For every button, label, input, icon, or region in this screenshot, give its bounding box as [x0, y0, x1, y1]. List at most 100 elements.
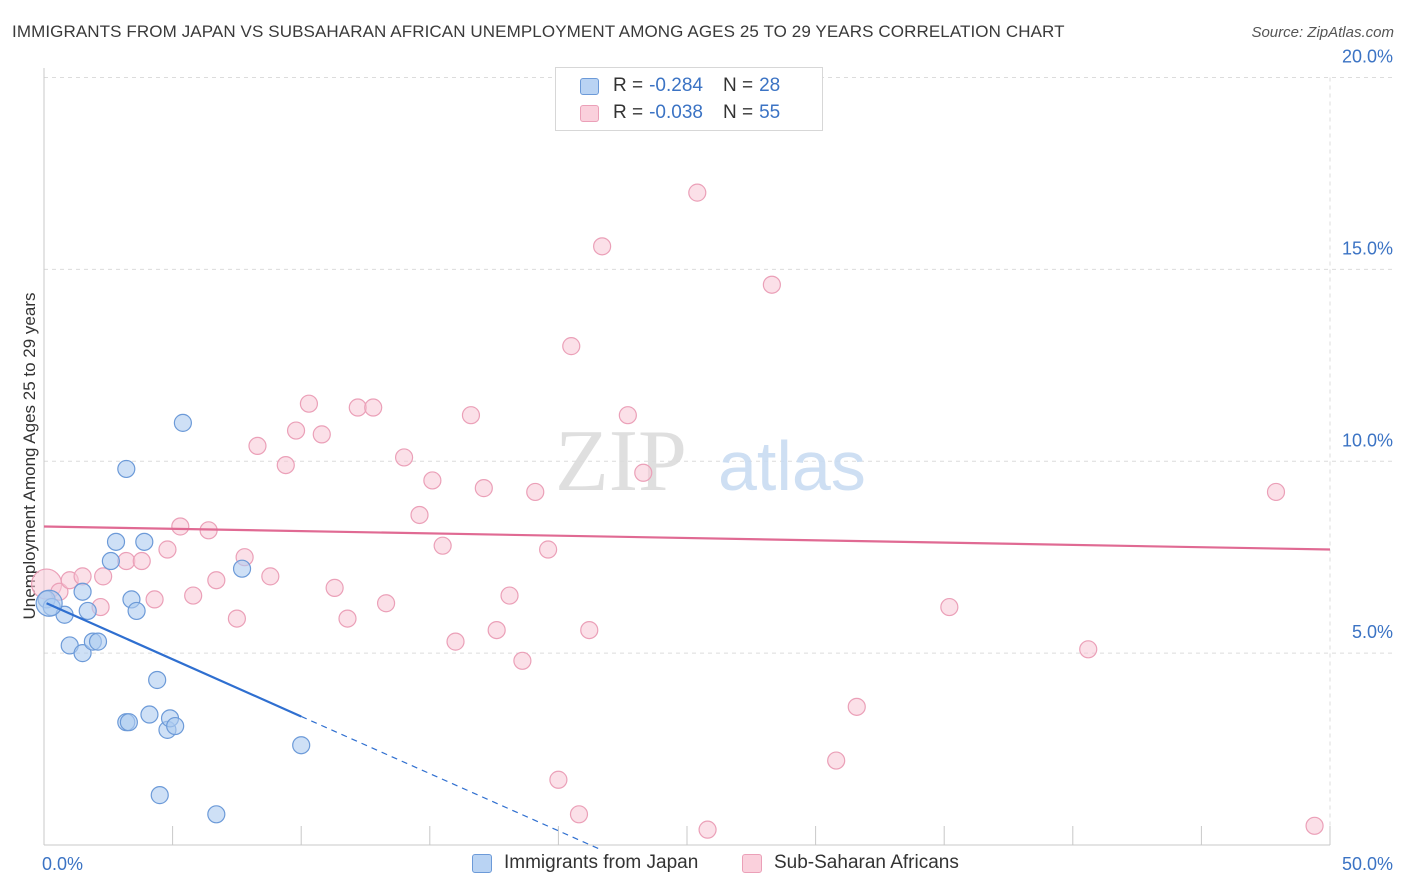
ssa-point — [325, 578, 344, 597]
legend-r-value: -0.284 — [649, 75, 703, 96]
legend-row-ssa: R = -0.038 N = 55 — [580, 101, 780, 125]
ssa-point — [500, 586, 519, 605]
ssa-point — [474, 479, 493, 498]
ssa-point — [461, 406, 481, 425]
legend-n-label: N = — [722, 102, 754, 123]
ssa-point — [539, 540, 558, 559]
ssa-point — [312, 425, 331, 444]
ssa-point — [513, 651, 532, 670]
ssa-point — [338, 609, 357, 628]
ssa-point — [207, 571, 226, 590]
y-tick-labels: 5.0% 10.0% 15.0% 20.0% — [1342, 47, 1393, 643]
ssa-point — [184, 586, 203, 605]
ssa-point — [171, 517, 190, 536]
ssa-point — [593, 237, 612, 256]
ssa-swatch — [580, 104, 599, 122]
legend-item-ssa: Sub-Saharan Africans — [742, 852, 959, 874]
ssa-point — [618, 406, 637, 425]
ssa-point — [688, 183, 707, 202]
ssa-trend-line — [43, 525, 1331, 551]
ssa-point — [158, 540, 177, 559]
y-tick-label: 20.0% — [1342, 47, 1393, 67]
japan-point — [292, 736, 311, 755]
legend-item-japan: Immigrants from Japan — [472, 852, 698, 874]
japan-swatch — [580, 77, 599, 95]
ssa-point — [1305, 816, 1324, 835]
japan-point — [73, 644, 92, 663]
legend-r-label: R = — [613, 75, 644, 96]
ssa-point — [634, 463, 653, 482]
trend-lines — [43, 525, 1331, 851]
x-tick-label: 50.0% — [1342, 854, 1393, 874]
ssa-legend-swatch — [742, 853, 762, 873]
ssa-point — [261, 567, 280, 586]
y-tick-label: 5.0% — [1352, 622, 1393, 642]
japan-legend-swatch — [472, 853, 492, 873]
ssa-point — [117, 551, 136, 571]
y-tick-label: 10.0% — [1342, 430, 1393, 450]
ssa-point — [446, 632, 465, 651]
ssa-point — [145, 590, 164, 609]
watermark-atlas: atlas — [718, 427, 866, 505]
ssa-point — [698, 820, 717, 839]
y-tick-label: 15.0% — [1342, 238, 1393, 258]
ssa-point — [940, 597, 959, 617]
ssa-point — [376, 594, 396, 613]
ssa-point — [526, 482, 545, 502]
legend-n-label: N = — [722, 75, 754, 96]
ssa-point — [580, 620, 599, 640]
ssa-point — [394, 448, 414, 467]
legend-n-value: 28 — [759, 75, 781, 96]
ssa-point — [410, 505, 429, 525]
correlation-legend: R = -0.284 N = 28 R = -0.038 N = 55 — [555, 67, 823, 131]
legend-r-label: R = — [613, 102, 644, 123]
axes — [43, 68, 1331, 846]
y-axis-label: Unemployment Among Ages 25 to 29 years — [20, 293, 39, 620]
ssa-point — [549, 770, 568, 789]
japan-point — [117, 459, 136, 479]
ssa-point — [227, 609, 246, 628]
japan-point — [148, 670, 167, 690]
x-tick-label: 0.0% — [42, 854, 83, 874]
japan-point — [73, 582, 92, 601]
ssa-point — [348, 398, 367, 417]
legend-label-ssa: Sub-Saharan Africans — [774, 852, 959, 873]
ssa-point — [487, 620, 506, 640]
ssa-point — [1079, 640, 1098, 659]
ssa-point — [364, 398, 383, 417]
ssa-point — [1266, 482, 1286, 502]
japan-trend-line — [46, 602, 302, 718]
ssa-point — [827, 751, 846, 770]
japan-point — [119, 713, 138, 732]
chart-title: IMMIGRANTS FROM JAPAN VS SUBSAHARAN AFRI… — [12, 22, 1065, 41]
legend-n-value: 55 — [759, 102, 781, 123]
japan-point — [166, 716, 185, 736]
japan-point — [106, 532, 126, 551]
japan-point — [101, 551, 120, 571]
ssa-point — [276, 455, 295, 475]
japan-point — [135, 532, 154, 551]
japan-point — [150, 786, 169, 805]
legend-r-value: -0.038 — [649, 102, 703, 123]
japan-point — [232, 559, 252, 578]
x-tick-labels: 0.0% 50.0% — [42, 854, 1393, 874]
source-credit: Source: ZipAtlas.com — [1251, 24, 1394, 41]
ssa-point — [433, 536, 452, 555]
legend-row-japan: R = -0.284 N = 28 — [580, 74, 780, 98]
japan-point — [207, 805, 226, 824]
ssa-point — [286, 421, 306, 440]
series-legend: Immigrants from Japan Sub-Saharan Africa… — [0, 852, 1406, 878]
japan-point — [127, 601, 146, 621]
watermark-zip: ZIP — [555, 413, 687, 510]
ssa-point — [94, 567, 113, 586]
japan-point — [78, 601, 97, 621]
series-immigrants-from-japan — [35, 413, 311, 824]
ssa-point — [562, 337, 581, 356]
ssa-point — [569, 805, 589, 824]
japan-point — [88, 632, 108, 651]
ssa-point — [299, 394, 319, 413]
ssa-point — [423, 471, 442, 490]
ssa-point — [73, 567, 92, 586]
ssa-point — [762, 275, 781, 294]
